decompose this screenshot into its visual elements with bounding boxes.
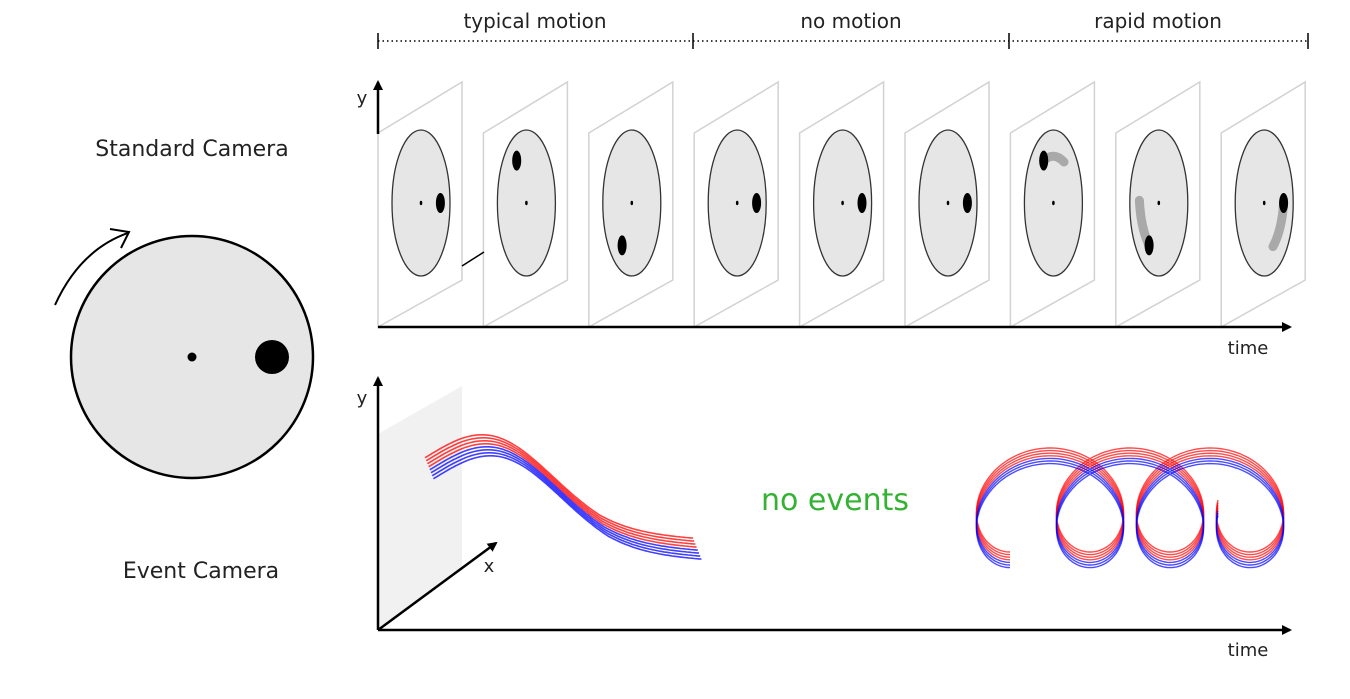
event-line xyxy=(975,455,1285,561)
frame-center-dot xyxy=(1262,200,1266,206)
event-line xyxy=(432,455,702,560)
event-line xyxy=(431,452,701,557)
standard-camera-axes: y time xyxy=(357,80,1292,359)
segment-header: typical motion no motion rapid motion xyxy=(377,9,1309,49)
frame-marker-dot xyxy=(752,193,762,213)
event-camera-label: Event Camera xyxy=(123,559,279,584)
frame-marker-dot xyxy=(1144,235,1154,256)
frame-marker-dot xyxy=(857,193,867,213)
frame-marker-dot xyxy=(435,193,445,213)
rotation-arrowhead-icon xyxy=(109,228,131,249)
frame-center-dot xyxy=(1157,200,1161,206)
event-camera-plot: y x time no events xyxy=(357,376,1292,661)
frame-marker-dot xyxy=(1039,150,1049,171)
event-line xyxy=(975,457,1285,564)
frame-center-dot xyxy=(735,200,739,206)
frame xyxy=(1115,80,1201,329)
rotation-arrow-icon xyxy=(54,232,129,306)
event-line xyxy=(975,462,1285,569)
event-line xyxy=(424,434,694,539)
event-line xyxy=(425,437,695,542)
event-frame-plane xyxy=(378,386,462,628)
frame-connector xyxy=(461,251,485,267)
event-line xyxy=(975,460,1285,566)
standard-camera-label: Standard Camera xyxy=(95,137,288,162)
frame xyxy=(1009,80,1096,329)
standard-y-axis-label: y xyxy=(357,88,368,109)
frame-center-dot xyxy=(630,200,634,206)
frame-center-dot xyxy=(946,200,950,206)
disk-center-dot xyxy=(187,352,197,362)
event-stream-typical-motion xyxy=(424,434,702,560)
standard-time-axis-label: time xyxy=(1228,338,1269,359)
event-line xyxy=(428,443,697,548)
standard-camera-frames xyxy=(377,80,1306,329)
event-line xyxy=(429,446,698,551)
segment-label-typical-motion: typical motion xyxy=(463,9,606,33)
frame-marker-dot xyxy=(962,193,972,213)
frame-marker-dot xyxy=(512,150,522,171)
rotating-disk xyxy=(54,228,315,480)
frame xyxy=(377,80,463,329)
frame-center-dot xyxy=(419,200,423,206)
frame xyxy=(798,80,885,329)
frame xyxy=(904,80,990,329)
no-events-label: no events xyxy=(761,483,909,518)
segment-label-rapid-motion: rapid motion xyxy=(1094,9,1222,33)
frame-center-dot xyxy=(1052,200,1055,206)
frame-marker-dot xyxy=(617,235,627,256)
event-streams xyxy=(424,434,1285,569)
frame-marker-dot xyxy=(1279,193,1289,213)
event-stream-rapid-motion xyxy=(975,447,1285,569)
frame xyxy=(693,80,779,329)
disk-marker-dot xyxy=(255,340,289,374)
segment-label-no-motion: no motion xyxy=(800,9,901,33)
frame xyxy=(482,80,569,329)
event-y-axis-label: y xyxy=(357,388,368,409)
event-line xyxy=(426,440,696,545)
frame-center-dot xyxy=(841,200,844,206)
event-time-axis-label: time xyxy=(1228,640,1269,661)
event-line xyxy=(430,449,700,554)
frame-center-dot xyxy=(525,200,528,206)
frame xyxy=(1220,80,1306,329)
event-x-axis-label: x xyxy=(484,556,495,577)
frame xyxy=(588,80,674,329)
